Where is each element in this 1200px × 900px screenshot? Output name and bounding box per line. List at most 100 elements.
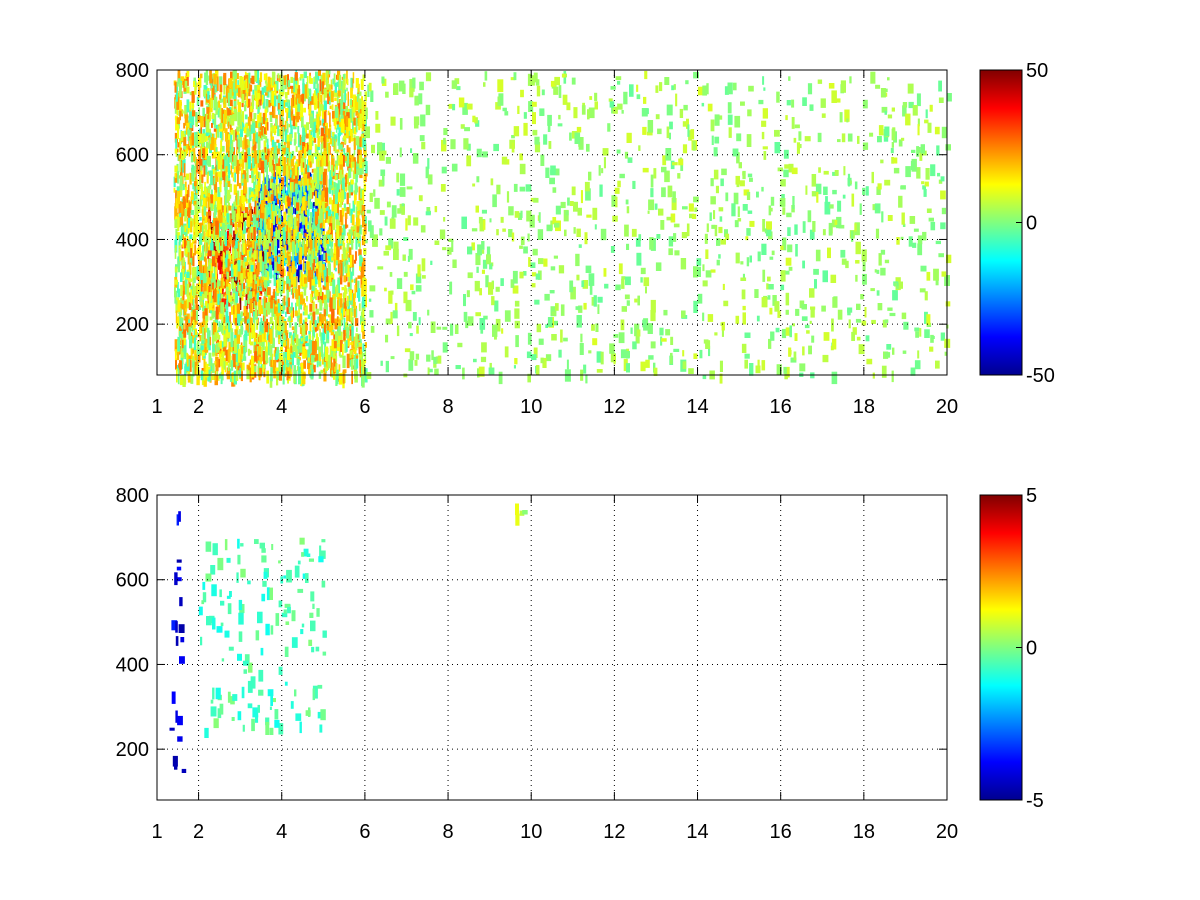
top-heatmap-cell — [236, 343, 240, 356]
top-heatmap-cell — [339, 152, 343, 168]
top-heatmap-cell — [340, 314, 343, 326]
top-heatmap-cell — [226, 189, 231, 201]
top-heatmap-cell — [265, 136, 268, 143]
top-heatmap-cell — [316, 79, 319, 89]
top-heatmap-cell — [227, 231, 230, 240]
top-heatmap-cell — [208, 170, 212, 176]
top-heatmap-cell — [259, 215, 263, 230]
top-heatmap-cell — [353, 349, 357, 354]
top-heatmap-cell — [198, 130, 202, 143]
top-heatmap-cell — [188, 201, 192, 213]
top-heatmap-cell — [226, 286, 229, 295]
top-heatmap-cell — [207, 335, 210, 348]
top-heatmap-cell — [240, 325, 244, 335]
top-heatmap-cell — [190, 191, 194, 200]
top-heatmap-cell — [336, 246, 339, 260]
top-heatmap-cell — [349, 99, 352, 106]
top-heatmap-cell — [207, 185, 211, 193]
top-heatmap-cell — [268, 256, 271, 261]
top-heatmap-cell — [215, 220, 219, 235]
top-heatmap-cell — [250, 191, 254, 197]
top-heatmap-cell — [226, 299, 229, 311]
top-heatmap-cell — [219, 347, 222, 351]
top-heatmap-cell — [186, 283, 190, 297]
top-heatmap-cell — [235, 193, 238, 206]
top-heatmap-cell — [188, 251, 192, 263]
top-heatmap-cell — [220, 98, 224, 103]
top-heatmap-cell — [315, 276, 318, 285]
top-heatmap-cell — [362, 308, 365, 318]
top-heatmap-cell — [298, 85, 300, 95]
top-heatmap-cell — [305, 143, 307, 150]
top-heatmap-cell — [313, 168, 317, 182]
top-heatmap-cell — [329, 277, 334, 282]
top-heatmap-cell — [286, 157, 289, 166]
top-heatmap-cell — [329, 291, 331, 301]
top-heatmap-cell — [307, 178, 310, 191]
top-heatmap-cell — [218, 313, 222, 319]
top-heatmap-cell — [296, 334, 299, 346]
top-heatmap-cell — [268, 246, 272, 257]
top-heatmap-cell — [244, 135, 247, 150]
top-heatmap-cell — [190, 374, 194, 384]
top-heatmap-cell — [272, 359, 277, 374]
top-heatmap-cell — [187, 295, 191, 309]
top-heatmap-cell — [250, 243, 253, 250]
top-heatmap-cell — [288, 306, 292, 313]
top-heatmap-cell — [269, 220, 273, 229]
top-heatmap-cell — [175, 310, 178, 324]
top-heatmap-cell — [255, 271, 259, 283]
top-heatmap-cell — [186, 228, 188, 236]
top-heatmap-cell — [321, 324, 324, 328]
top-heatmap-cell — [174, 279, 178, 285]
top-heatmap-cell — [355, 277, 358, 293]
top-heatmap-cell — [275, 350, 280, 355]
top-heatmap-cell — [311, 123, 314, 133]
top-heatmap-cell — [331, 153, 333, 167]
top-heatmap-cell — [237, 260, 241, 272]
top-heatmap-cell — [335, 215, 339, 229]
top-heatmap-cell — [181, 339, 184, 349]
top-heatmap-cell — [340, 169, 342, 181]
top-heatmap-cell — [267, 292, 271, 308]
top-heatmap-cell — [209, 144, 212, 151]
top-heatmap-cell — [304, 192, 307, 204]
top-heatmap-cell — [225, 206, 228, 217]
top-heatmap-cell — [320, 208, 323, 223]
top-heatmap-cell — [331, 339, 334, 351]
top-heatmap-cell — [247, 139, 250, 145]
top-heatmap-cell — [354, 182, 358, 195]
top-heatmap-cell — [329, 185, 333, 189]
top-heatmap-cell — [270, 151, 273, 160]
top-heatmap-cell — [294, 77, 297, 93]
top-heatmap-cell — [331, 370, 335, 378]
top-heatmap-cell — [243, 282, 246, 289]
top-heatmap-cell — [177, 216, 180, 232]
top-heatmap-cell — [276, 165, 279, 174]
top-heatmap-cell — [222, 159, 225, 169]
top-heatmap-cell — [354, 302, 356, 315]
top-heatmap-cell — [323, 133, 326, 148]
top-heatmap-cell — [238, 242, 241, 258]
top-heatmap-cell — [337, 280, 340, 294]
top-heatmap-cell — [191, 105, 194, 109]
top-heatmap-cell — [361, 190, 365, 205]
top-heatmap-cell — [260, 317, 263, 323]
top-heatmap-cell — [220, 354, 222, 367]
top-heatmap-cell — [316, 290, 319, 297]
top-heatmap-cell — [201, 256, 205, 261]
top-heatmap-cell — [282, 316, 285, 326]
top-heatmap-cell — [292, 287, 295, 299]
top-heatmap-cell — [350, 228, 354, 233]
top-heatmap-cell — [327, 234, 330, 239]
top-heatmap-cell — [251, 298, 254, 303]
top-heatmap-cell — [199, 326, 201, 334]
top-heatmap-cell — [200, 273, 204, 284]
top-heatmap-cell — [186, 313, 190, 322]
top-heatmap-cell — [277, 198, 280, 205]
top-heatmap-cell — [228, 362, 232, 368]
top-heatmap-cell — [283, 156, 286, 166]
top-heatmap-cell — [270, 194, 274, 202]
top-heatmap-cell — [325, 132, 329, 139]
top-heatmap-cell — [278, 313, 282, 326]
